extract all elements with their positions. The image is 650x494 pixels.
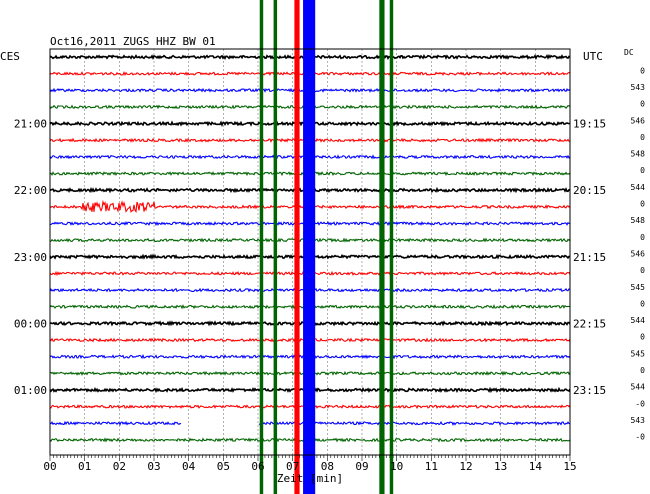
saturated-band-5 xyxy=(390,0,393,494)
dc-offset-label: 0 xyxy=(640,200,645,209)
dc-offset-label: 0 xyxy=(640,266,645,275)
right-hour-label: 20:15 xyxy=(573,184,606,197)
chart-title: Oct16,2011 ZUGS HHZ BW 01 xyxy=(50,35,216,48)
right-hour-label: 21:15 xyxy=(573,251,606,264)
dc-offset-label: 0 xyxy=(640,133,645,142)
saturated-band-1 xyxy=(274,0,277,494)
left-hour-label: 01:00 xyxy=(14,384,47,397)
right-hour-labels: 19:15 20:15 21:15 22:15 23:15 xyxy=(573,118,606,397)
dc-offset-label: 0 xyxy=(640,166,645,175)
dc-offset-label: 546 xyxy=(631,249,646,258)
x-tick-label: 14 xyxy=(529,460,543,473)
x-tick-label: 11 xyxy=(425,460,438,473)
dc-offset-label: 0 xyxy=(640,66,645,75)
dc-offset-label: -0 xyxy=(635,433,645,442)
dc-offset-label: 546 xyxy=(631,116,646,125)
x-tick-label: 15 xyxy=(563,460,576,473)
left-hour-label: 00:00 xyxy=(14,317,47,330)
saturated-band-3 xyxy=(303,0,315,494)
dc-offset-label: 0 xyxy=(640,366,645,375)
dc-offset-label: 0 xyxy=(640,333,645,342)
dc-offset-label: 545 xyxy=(631,349,646,358)
dc-offset-label: 0 xyxy=(640,233,645,242)
dc-offset-label: 548 xyxy=(631,150,646,159)
saturated-band-0 xyxy=(260,0,263,494)
x-tick-label: 01 xyxy=(78,460,91,473)
x-tick-label: 00 xyxy=(43,460,56,473)
dc-offset-label: 0 xyxy=(640,299,645,308)
left-timezone-label: CES xyxy=(0,50,20,63)
dc-offset-label: 543 xyxy=(631,83,646,92)
x-axis-label: Zeit [min] xyxy=(277,472,343,485)
right-hour-label: 22:15 xyxy=(573,317,606,330)
x-tick-label: 03 xyxy=(147,460,160,473)
x-tick-label: 12 xyxy=(459,460,472,473)
x-tick-label: 10 xyxy=(390,460,403,473)
x-tick-label: 04 xyxy=(182,460,196,473)
dc-offset-label: 544 xyxy=(631,383,646,392)
x-tick-label: 02 xyxy=(113,460,126,473)
left-hour-labels: 21:00 22:00 23:00 00:00 01:00 xyxy=(14,118,47,397)
dc-offset-label: 544 xyxy=(631,183,646,192)
x-tick-label: 13 xyxy=(494,460,507,473)
dc-offset-label: 544 xyxy=(631,316,646,325)
dc-offset-label: 543 xyxy=(631,416,646,425)
dc-offset-label: -0 xyxy=(635,399,645,408)
right-hour-label: 19:15 xyxy=(573,118,606,131)
saturated-band-2 xyxy=(294,0,299,494)
right-hour-label: 23:15 xyxy=(573,384,606,397)
right-timezone-label: UTC xyxy=(583,50,603,63)
left-hour-label: 22:00 xyxy=(14,184,47,197)
dc-offset-labels: 0 543 0 546 0 548 0 544 0 548 0 546 0 545 0 544 0 545 0 544… xyxy=(631,66,646,441)
dc-offset-label: 548 xyxy=(631,216,646,225)
saturated-band-4 xyxy=(379,0,384,494)
x-tick-label: 09 xyxy=(355,460,368,473)
x-tick-label: 06 xyxy=(251,460,264,473)
dc-offset-label: 545 xyxy=(631,283,646,292)
dc-header-label: DC xyxy=(624,48,634,57)
left-hour-label: 23:00 xyxy=(14,251,47,264)
x-tick-label: 05 xyxy=(217,460,230,473)
left-hour-label: 21:00 xyxy=(14,118,47,131)
dc-offset-label: 0 xyxy=(640,100,645,109)
